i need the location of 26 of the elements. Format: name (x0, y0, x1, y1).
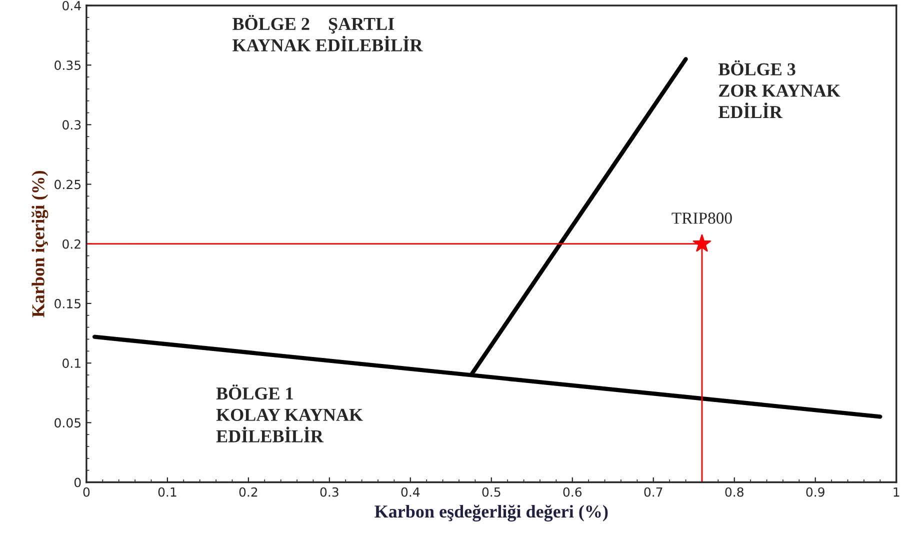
x-tick-label: 0.2 (239, 487, 258, 497)
y-axis-title: Karbon içeriği (%) (31, 170, 48, 318)
x-tick-label: 0.4 (401, 487, 420, 497)
x-tick-label: 0.5 (482, 487, 500, 497)
annotation: BÖLGE 3 ZOR KAYNAK EDİLİR (718, 60, 840, 118)
y-tick-label: 0.15 (54, 298, 80, 308)
y-tick-label: 0.4 (62, 0, 81, 10)
x-tick-label: 0.1 (158, 487, 176, 497)
x-tick-label: 0.9 (806, 487, 824, 497)
y-tick-label: 0.05 (54, 418, 80, 428)
x-tick-label: 1 (894, 487, 900, 497)
y-tick-label: 0.1 (62, 358, 80, 368)
y-tick-label: 0.35 (54, 60, 80, 70)
y-tick-label: 0.25 (54, 180, 80, 190)
y-tick-label: 0 (74, 478, 81, 488)
x-tick-label: 0.8 (725, 487, 744, 497)
y-tick-label: 0.3 (62, 120, 81, 130)
annotation: BÖLGE 2 ŞARTLI KAYNAK EDİLEBİLİR (232, 14, 423, 52)
x-tick-label: 0.7 (644, 487, 662, 497)
x-tick-label: 0.6 (563, 487, 582, 497)
annotation: TRIP800 (672, 212, 732, 224)
x-tick-label: 0.3 (320, 487, 338, 497)
y-tick-label: 0.2 (62, 239, 80, 249)
x-axis-title: Karbon eşdeğerliği değeri (%) (374, 504, 608, 522)
annotation: BÖLGE 1 KOLAY KAYNAK EDİLEBİLİR (216, 384, 363, 442)
x-tick-label: 0 (83, 487, 90, 497)
